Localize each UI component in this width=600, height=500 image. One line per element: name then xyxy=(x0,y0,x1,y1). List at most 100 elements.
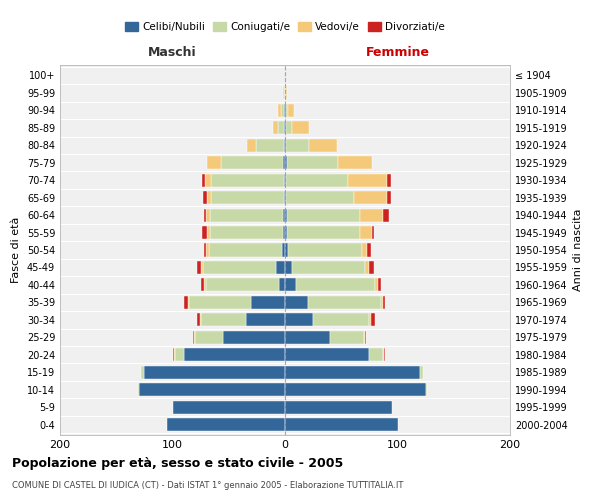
Bar xyxy=(388,174,391,186)
Bar xyxy=(308,138,337,152)
Bar xyxy=(208,226,209,239)
Bar xyxy=(200,261,203,274)
Bar xyxy=(284,86,285,100)
Bar xyxy=(197,261,200,274)
Bar xyxy=(289,104,294,117)
Bar xyxy=(289,244,361,256)
Bar xyxy=(285,156,287,170)
Y-axis label: Anni di nascita: Anni di nascita xyxy=(573,209,583,291)
Bar xyxy=(137,383,139,396)
Bar xyxy=(167,418,285,431)
Bar xyxy=(285,418,398,431)
Bar xyxy=(286,86,287,100)
Bar xyxy=(206,244,209,256)
Bar xyxy=(353,191,388,204)
Bar xyxy=(285,191,286,204)
Bar xyxy=(313,314,370,326)
Bar xyxy=(285,244,289,256)
Y-axis label: Fasce di età: Fasce di età xyxy=(11,217,21,283)
Bar xyxy=(203,191,208,204)
Bar xyxy=(296,278,375,291)
Bar xyxy=(209,244,281,256)
Bar xyxy=(383,348,384,362)
Bar xyxy=(139,383,285,396)
Bar xyxy=(384,348,385,362)
Bar xyxy=(388,191,391,204)
Text: Popolazione per età, sesso e stato civile - 2005: Popolazione per età, sesso e stato civil… xyxy=(12,458,343,470)
Bar xyxy=(420,366,424,378)
Bar xyxy=(292,122,308,134)
Bar xyxy=(292,261,365,274)
Bar xyxy=(283,208,285,222)
Bar xyxy=(272,122,278,134)
Bar xyxy=(286,191,353,204)
Bar xyxy=(141,366,145,378)
Bar xyxy=(286,138,308,152)
Bar xyxy=(365,261,370,274)
Bar xyxy=(425,383,427,396)
Bar xyxy=(208,191,211,204)
Bar xyxy=(202,174,205,186)
Bar xyxy=(281,244,285,256)
Bar xyxy=(285,383,425,396)
Bar xyxy=(364,330,365,344)
Bar xyxy=(286,104,289,117)
Bar xyxy=(209,208,283,222)
Bar xyxy=(285,174,286,186)
Bar xyxy=(205,174,211,186)
Bar xyxy=(200,314,245,326)
Bar xyxy=(383,208,389,222)
Bar xyxy=(285,86,286,100)
Bar xyxy=(173,348,175,362)
Bar xyxy=(284,122,285,134)
Bar xyxy=(370,261,374,274)
Bar xyxy=(202,226,208,239)
Bar xyxy=(145,366,285,378)
Bar xyxy=(184,296,188,309)
Bar xyxy=(221,156,283,170)
Bar xyxy=(195,330,223,344)
Bar xyxy=(284,138,285,152)
Bar xyxy=(203,261,276,274)
Bar xyxy=(278,122,284,134)
Bar xyxy=(284,104,285,117)
Bar xyxy=(281,104,284,117)
Bar xyxy=(330,330,364,344)
Bar xyxy=(361,244,367,256)
Bar xyxy=(278,104,281,117)
Bar xyxy=(206,208,209,222)
Bar xyxy=(251,296,285,309)
Bar xyxy=(285,138,286,152)
Bar xyxy=(211,191,284,204)
Bar xyxy=(285,366,420,378)
Bar xyxy=(193,330,194,344)
Bar xyxy=(285,296,308,309)
Bar xyxy=(204,244,206,256)
Bar xyxy=(383,296,385,309)
Bar xyxy=(245,314,285,326)
Bar xyxy=(283,226,285,239)
Bar xyxy=(184,348,285,362)
Bar xyxy=(175,348,184,362)
Bar xyxy=(194,330,195,344)
Bar xyxy=(206,278,280,291)
Bar xyxy=(371,314,375,326)
Legend: Celibi/Nubili, Coniugati/e, Vedovi/e, Divorziati/e: Celibi/Nubili, Coniugati/e, Vedovi/e, Di… xyxy=(122,18,448,35)
Bar xyxy=(283,156,285,170)
Bar xyxy=(361,226,371,239)
Bar xyxy=(285,261,292,274)
Bar xyxy=(285,122,286,134)
Bar xyxy=(208,156,221,170)
Bar xyxy=(285,348,370,362)
Bar xyxy=(173,400,285,413)
Bar xyxy=(287,226,361,239)
Bar xyxy=(204,208,206,222)
Bar xyxy=(285,226,287,239)
Bar xyxy=(256,138,284,152)
Bar xyxy=(286,174,348,186)
Bar xyxy=(287,156,338,170)
Bar xyxy=(285,400,392,413)
Text: Maschi: Maschi xyxy=(148,46,197,59)
Bar xyxy=(287,208,361,222)
Bar xyxy=(370,348,383,362)
